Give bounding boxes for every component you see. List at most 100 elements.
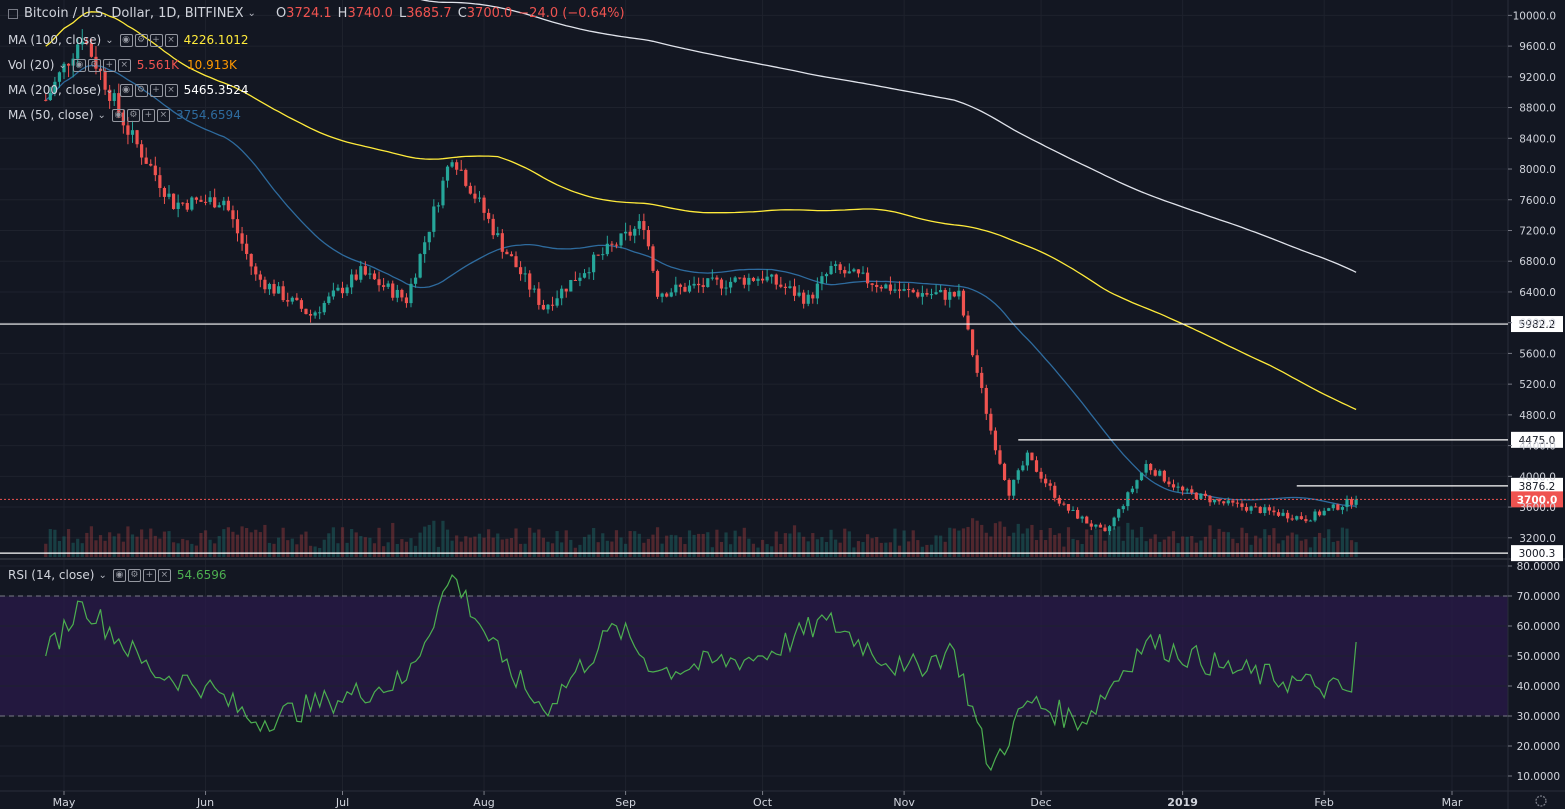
candle (1222, 500, 1226, 506)
eye-icon[interactable]: ◉ (112, 568, 126, 582)
candle-body (459, 169, 463, 171)
symbol-title: Bitcoin / U.S. Dollar, 1D, BITFINEX (24, 6, 244, 21)
volume-bar (665, 535, 669, 557)
plus-icon[interactable]: + (102, 58, 116, 72)
volume-bar (943, 541, 947, 557)
candle-body (231, 210, 235, 220)
gear-icon[interactable]: ⚙ (134, 33, 148, 47)
volume-bar (85, 532, 89, 557)
plus-icon[interactable]: + (149, 83, 163, 97)
volume-bar (1349, 540, 1354, 557)
time-axis-label: Feb (1314, 796, 1333, 809)
chevron-down-icon[interactable]: ⌄ (58, 59, 67, 71)
candle-body (340, 287, 345, 294)
candle-body (1085, 516, 1089, 524)
candle (1053, 482, 1057, 502)
candle (377, 271, 381, 292)
gear-icon[interactable]: ⚙ (127, 568, 141, 582)
volume-bar (1098, 529, 1103, 557)
candle (797, 284, 801, 298)
candle (1167, 477, 1171, 487)
legend-volume[interactable]: Vol (20) ⌄ ◉ ⚙ + × 5.561K 10.913K (0, 55, 245, 75)
candle (802, 289, 806, 309)
candle-body (1322, 510, 1326, 516)
candle (1185, 487, 1189, 494)
candle (194, 196, 199, 204)
eye-icon[interactable]: ◉ (72, 58, 86, 72)
candle (815, 277, 819, 305)
volume-bar (199, 532, 203, 557)
candle (258, 270, 262, 288)
chevron-down-icon[interactable]: ⌄ (247, 8, 256, 19)
volume-bar (213, 543, 217, 557)
volume-bar (687, 530, 692, 557)
close-icon[interactable]: × (117, 58, 131, 72)
volume-bar (856, 541, 861, 557)
volume-bar (742, 527, 746, 557)
candle (327, 292, 331, 305)
close-icon[interactable]: × (157, 568, 171, 582)
volume-bar (108, 532, 112, 557)
candle-body (1249, 506, 1253, 511)
plus-icon[interactable]: + (141, 108, 155, 122)
chevron-down-icon[interactable]: ⌄ (105, 84, 114, 96)
time-axis-label: Oct (753, 796, 773, 809)
collapse-icon[interactable] (8, 8, 18, 19)
volume-bar (569, 539, 573, 557)
eye-icon[interactable]: ◉ (119, 33, 133, 47)
legend-ma50[interactable]: MA (50, close) ⌄ ◉ ⚙ + × 3754.6594 (0, 105, 249, 125)
volume-bar (1002, 526, 1007, 557)
candle-body (870, 283, 874, 285)
close-icon[interactable]: × (164, 33, 178, 47)
candle (774, 273, 778, 290)
candle (1117, 508, 1121, 522)
chevron-down-icon[interactable]: ⌄ (98, 569, 107, 581)
eye-icon[interactable]: ◉ (119, 83, 133, 97)
gear-icon[interactable]: ⚙ (87, 58, 101, 72)
chevron-down-icon[interactable]: ⌄ (97, 109, 106, 121)
candle (783, 283, 787, 295)
candle-body (477, 197, 482, 199)
close-icon[interactable]: × (156, 108, 170, 122)
plus-icon[interactable]: + (142, 568, 156, 582)
candle (500, 229, 504, 259)
volume-bar (1231, 538, 1235, 557)
candle (455, 159, 459, 175)
volume-bar (217, 536, 221, 557)
volume-bar (1071, 538, 1075, 557)
candle-body (295, 297, 299, 301)
ma50-line (45, 64, 1357, 507)
candle-body (258, 274, 262, 280)
legend-ma100[interactable]: MA (100, close) ⌄ ◉ ⚙ + × 4226.1012 (0, 30, 256, 50)
volume-bar (683, 544, 687, 557)
volume-bar (893, 528, 897, 557)
volume-bar (925, 544, 929, 557)
volume-bar (1244, 533, 1249, 557)
candle (578, 272, 582, 287)
candle-body (409, 283, 413, 304)
eye-icon[interactable]: ◉ (111, 108, 125, 122)
candle (509, 251, 514, 257)
chevron-down-icon[interactable]: ⌄ (105, 34, 114, 46)
candle-body (1327, 508, 1331, 511)
candle (897, 281, 902, 299)
legend-ma200[interactable]: MA (200, close) ⌄ ◉ ⚙ + × 5465.3524 (0, 80, 256, 100)
volume-bar (208, 539, 212, 557)
gear-icon[interactable]: ⚙ (126, 108, 140, 122)
settings-gear-icon[interactable] (1535, 795, 1547, 807)
candle-body (1254, 506, 1258, 508)
candle (902, 283, 906, 292)
legend-rsi[interactable]: RSI (14, close) ⌄ ◉ ⚙ + × 54.6596 (0, 565, 235, 585)
candle (765, 269, 769, 283)
candle-body (272, 283, 276, 294)
volume-bar (372, 543, 377, 557)
candle-body (281, 286, 285, 301)
gear-icon[interactable]: ⚙ (134, 83, 148, 97)
candle (89, 38, 93, 58)
candle-body (76, 44, 80, 59)
volume-bar (573, 547, 577, 557)
volume-bar (939, 535, 943, 557)
plus-icon[interactable]: + (149, 33, 163, 47)
close-icon[interactable]: × (164, 83, 178, 97)
